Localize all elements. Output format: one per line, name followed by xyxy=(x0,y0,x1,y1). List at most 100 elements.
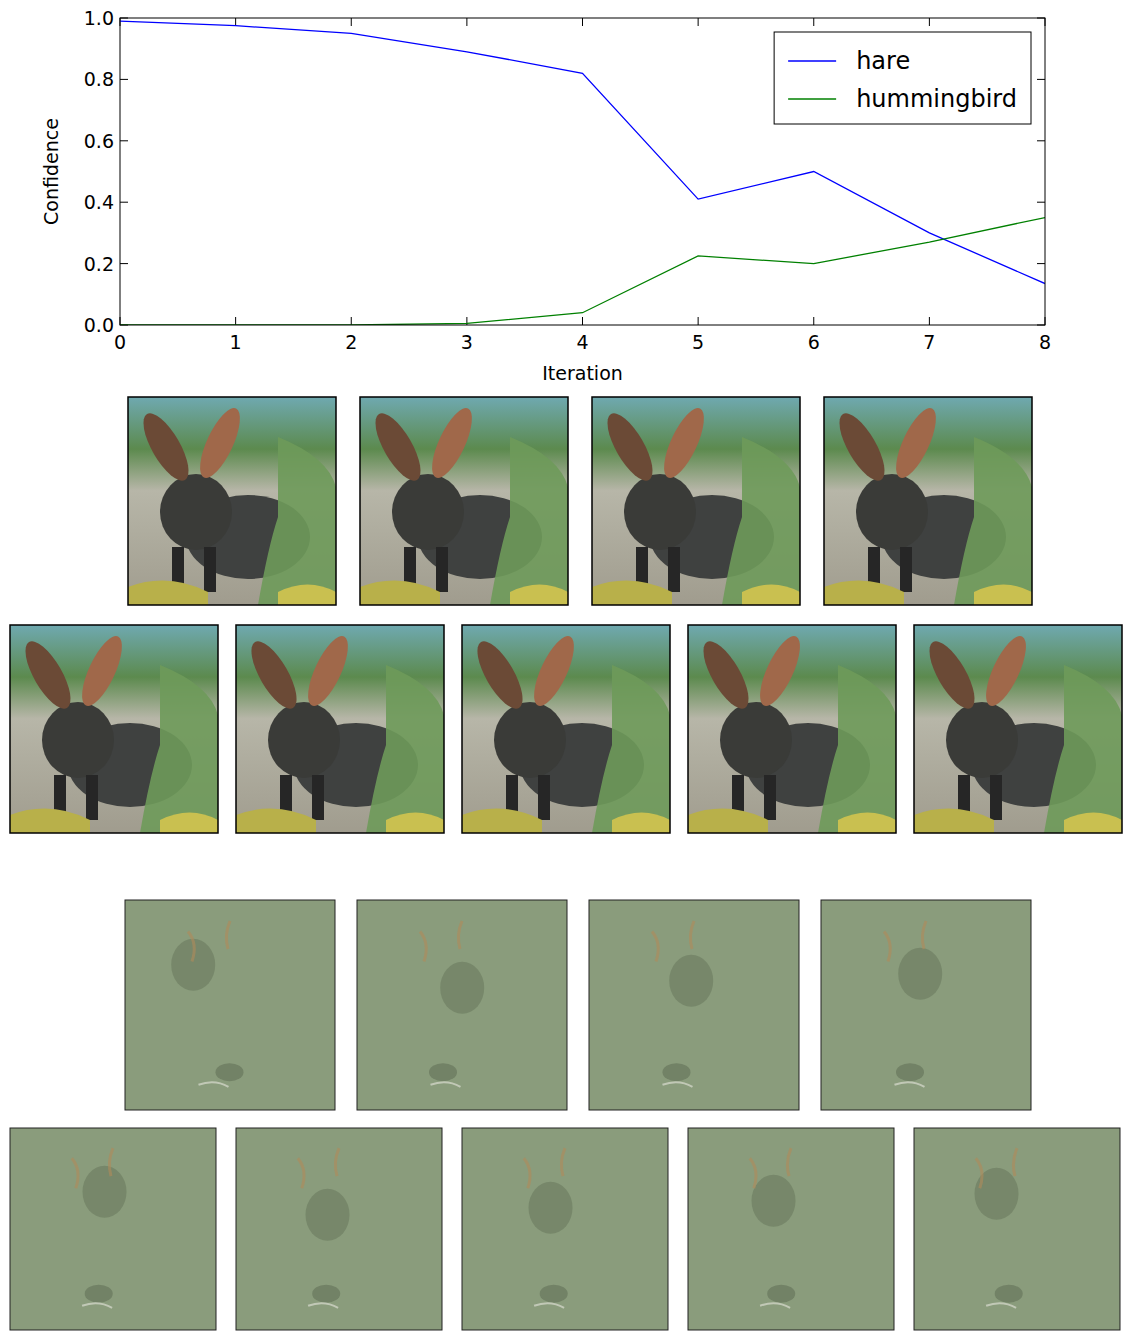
image-frame xyxy=(125,900,335,1110)
image-frame xyxy=(592,397,800,605)
head xyxy=(42,702,114,778)
perturbation-image xyxy=(236,1128,442,1330)
ear xyxy=(243,635,305,715)
blob xyxy=(752,1175,796,1227)
stroke xyxy=(895,1082,925,1087)
foliage xyxy=(128,581,208,605)
x-tick xyxy=(235,18,236,26)
series-line xyxy=(120,218,1045,325)
ear xyxy=(921,635,983,715)
blob xyxy=(767,1285,795,1303)
blob xyxy=(429,1063,457,1081)
stroke xyxy=(663,1082,693,1087)
foliage xyxy=(1064,813,1122,834)
perturbation-image xyxy=(821,900,1031,1110)
x-tick xyxy=(813,18,814,26)
background xyxy=(821,900,1031,1110)
perturbation-image xyxy=(688,1128,894,1330)
image-content xyxy=(824,397,1032,605)
background xyxy=(128,397,336,605)
background xyxy=(125,900,335,1110)
image-frame xyxy=(128,397,336,605)
image-content xyxy=(462,625,670,833)
image-frame xyxy=(821,900,1031,1110)
image-frame xyxy=(589,900,799,1110)
ear xyxy=(526,631,582,711)
x-tick-label: 7 xyxy=(923,331,935,353)
ear xyxy=(300,631,356,711)
perturbation-image xyxy=(357,900,567,1110)
image-content xyxy=(236,625,444,833)
input-image xyxy=(592,397,800,605)
background xyxy=(688,1128,894,1330)
background xyxy=(688,625,896,833)
y-tick-label: 0.4 xyxy=(84,191,114,213)
perturbation-image xyxy=(10,1128,216,1330)
head xyxy=(624,474,696,550)
x-tick xyxy=(813,317,814,325)
blob xyxy=(306,1189,350,1241)
foliage xyxy=(914,809,994,833)
image-frame xyxy=(688,1128,894,1330)
y-tick xyxy=(120,140,128,141)
head xyxy=(946,702,1018,778)
blob xyxy=(83,1166,127,1218)
image-frame xyxy=(462,625,670,833)
ear xyxy=(74,631,130,711)
foliage xyxy=(974,585,1032,606)
y-tick-label: 1.0 xyxy=(84,7,114,29)
blob xyxy=(85,1285,113,1303)
background xyxy=(914,625,1122,833)
perturbation-image xyxy=(462,1128,668,1330)
foliage xyxy=(838,813,896,834)
foliage xyxy=(722,437,800,605)
leg xyxy=(436,547,448,592)
legend-box xyxy=(774,32,1031,124)
legend-swatch xyxy=(788,98,836,100)
legend-label: hare xyxy=(856,47,910,75)
image-frame xyxy=(357,900,567,1110)
stroke xyxy=(524,1148,565,1188)
image-frame xyxy=(688,625,896,833)
x-tick xyxy=(582,18,583,26)
head xyxy=(720,702,792,778)
background xyxy=(462,1128,668,1330)
background xyxy=(10,625,218,833)
background xyxy=(589,900,799,1110)
ear xyxy=(367,407,429,487)
image-frame xyxy=(10,625,218,833)
ear xyxy=(656,403,712,483)
perturbation-image xyxy=(589,900,799,1110)
stroke xyxy=(431,1082,461,1087)
foliage xyxy=(688,809,768,833)
y-axis-title: Confidence xyxy=(40,118,62,225)
input-image xyxy=(914,625,1122,833)
background xyxy=(236,1128,442,1330)
y-tick-label: 0.8 xyxy=(84,68,114,90)
blob xyxy=(669,955,713,1007)
blob xyxy=(898,948,942,1000)
stroke xyxy=(750,1148,791,1188)
y-tick xyxy=(1037,79,1045,80)
ear xyxy=(695,635,757,715)
legend-swatch xyxy=(788,60,836,62)
x-axis-title: Iteration xyxy=(542,362,623,384)
image-content xyxy=(10,1128,216,1330)
image-content xyxy=(360,397,568,605)
foliage xyxy=(360,581,440,605)
plot-background xyxy=(120,18,1045,325)
image-content xyxy=(128,397,336,605)
image-frame xyxy=(914,1128,1120,1330)
perturbation-image xyxy=(125,900,335,1110)
leg xyxy=(764,775,776,820)
leg xyxy=(312,775,324,820)
background xyxy=(462,625,670,833)
foliage xyxy=(824,581,904,605)
image-content xyxy=(462,1128,668,1330)
y-tick xyxy=(1037,263,1045,264)
background xyxy=(360,397,568,605)
ear xyxy=(752,631,808,711)
x-tick-label: 4 xyxy=(576,331,588,353)
stroke xyxy=(308,1303,338,1308)
image-content xyxy=(821,900,1031,1110)
